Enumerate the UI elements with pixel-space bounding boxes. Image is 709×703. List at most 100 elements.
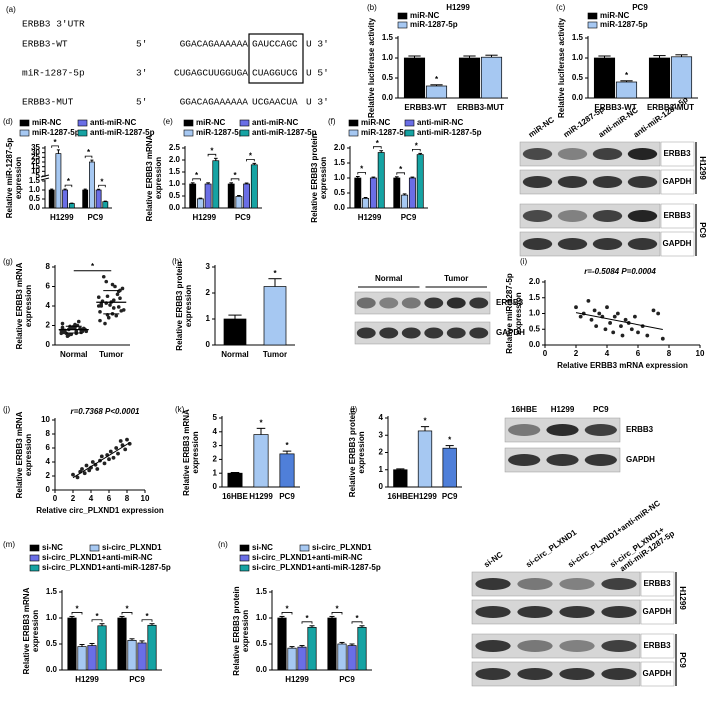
blot-band [356, 297, 376, 309]
data-point [84, 329, 89, 334]
y-axis-label: Relative ERBB3 mRNA [145, 134, 154, 221]
blot-band [559, 606, 595, 618]
data-point [608, 321, 612, 325]
chart-title: H1299 [446, 3, 470, 12]
error-bar [237, 195, 241, 197]
significance-star: * [87, 148, 91, 157]
data-point [578, 314, 583, 319]
x-tick-label: ERBB3-WT [404, 103, 446, 112]
significance-bracket [412, 149, 421, 152]
y-tick-label: 8 [46, 429, 51, 438]
bar [369, 177, 377, 209]
panel-label: (j) [3, 405, 10, 414]
x-tick-label: 10 [141, 494, 150, 503]
row-label: GAPDH [626, 455, 655, 464]
error-bar [244, 182, 249, 184]
legend-swatch [183, 129, 194, 137]
y-tick-label: 1.0 [529, 309, 541, 318]
y-axis-label: Relative miR-1287-5p [505, 273, 514, 354]
x-tick-label: PC9 [129, 675, 145, 684]
blot-band [522, 238, 553, 250]
blot-band [379, 327, 399, 339]
legend-swatch [587, 21, 598, 29]
blot-band [517, 578, 553, 590]
y-tick-label: 0.0 [169, 203, 181, 212]
data-point [605, 305, 609, 310]
significance-star: * [285, 605, 289, 614]
legend-swatch [239, 119, 250, 127]
row-label-box [660, 203, 695, 229]
row-label: GAPDH [643, 669, 672, 678]
legend-label: anti-miR-1287-5p [417, 128, 482, 137]
x-tick-label: ERBB3-MUT [647, 103, 694, 112]
y-tick-label: 4 [379, 413, 384, 422]
legend-swatch [29, 564, 40, 572]
error-bar [396, 468, 405, 470]
y-tick-label: 1.5 [46, 587, 58, 596]
legend-swatch [89, 544, 100, 552]
bar [297, 646, 307, 671]
bar [68, 203, 75, 209]
y-tick-label: 1.0 [572, 53, 584, 62]
bar [417, 430, 433, 488]
error-bar [299, 645, 305, 648]
y-tick-label: 2 [213, 455, 218, 464]
legend-label: anti-miR-NC [417, 118, 463, 127]
blot-band [424, 327, 444, 339]
significance-star: * [435, 75, 439, 84]
data-point [80, 467, 84, 471]
data-point [629, 327, 634, 332]
legend-label: anti-miR-1287-5p [252, 128, 317, 137]
data-point [620, 333, 625, 338]
y-tick-label: 25 [31, 152, 40, 161]
y-tick-label: 4 [213, 427, 218, 436]
y-tick-label: 2.0 [334, 143, 346, 152]
bar [87, 645, 97, 671]
x-tick-label: 8 [125, 494, 130, 503]
error-bar [653, 55, 666, 58]
data-point [586, 299, 591, 303]
sequence-end: 3' [136, 68, 147, 79]
sequence-left: GGACAGAAAAAA [180, 39, 249, 50]
blot-band [508, 454, 541, 466]
y-tick-label: 2.0 [529, 277, 541, 286]
y-tick-label: 0 [206, 340, 211, 349]
error-bar [256, 427, 266, 435]
panel-label: (f) [328, 117, 336, 126]
bar [403, 57, 426, 99]
chart-title: PC9 [632, 3, 648, 12]
y-axis-label: expression [241, 610, 250, 652]
x-tick-label: 4 [89, 494, 94, 503]
bar [48, 189, 55, 209]
bar [442, 447, 457, 488]
significance-star: * [360, 165, 364, 174]
blot-band [446, 297, 466, 309]
legend-label: si-circ_PLXND1 [312, 543, 372, 552]
significance-star: * [625, 71, 629, 80]
error-bar [198, 197, 203, 199]
error-bar [190, 182, 195, 184]
y-tick-label: 0.5 [334, 188, 346, 197]
bar [357, 627, 367, 671]
panel-label: (a) [6, 5, 16, 14]
significance-star: * [195, 171, 199, 180]
error-bar [349, 643, 355, 646]
y-tick-label: 0.5 [256, 639, 268, 648]
error-bar [252, 162, 257, 165]
row-label: ERBB3 [643, 641, 671, 650]
significance-bracket [396, 172, 405, 175]
row-label: ERBB3 [496, 298, 524, 307]
x-tick-label: PC9 [401, 213, 417, 222]
error-bar [83, 188, 87, 190]
y-tick-label: 1.5 [382, 33, 394, 42]
blot-band [592, 176, 623, 188]
error-bar [394, 176, 399, 178]
x-tick-label: PC9 [442, 492, 458, 501]
error-bar [445, 445, 454, 449]
error-bar [463, 55, 476, 58]
error-bar [408, 55, 421, 58]
group-label: H1299 [678, 586, 687, 610]
significance-star: * [125, 605, 129, 614]
error-bar [279, 615, 285, 618]
